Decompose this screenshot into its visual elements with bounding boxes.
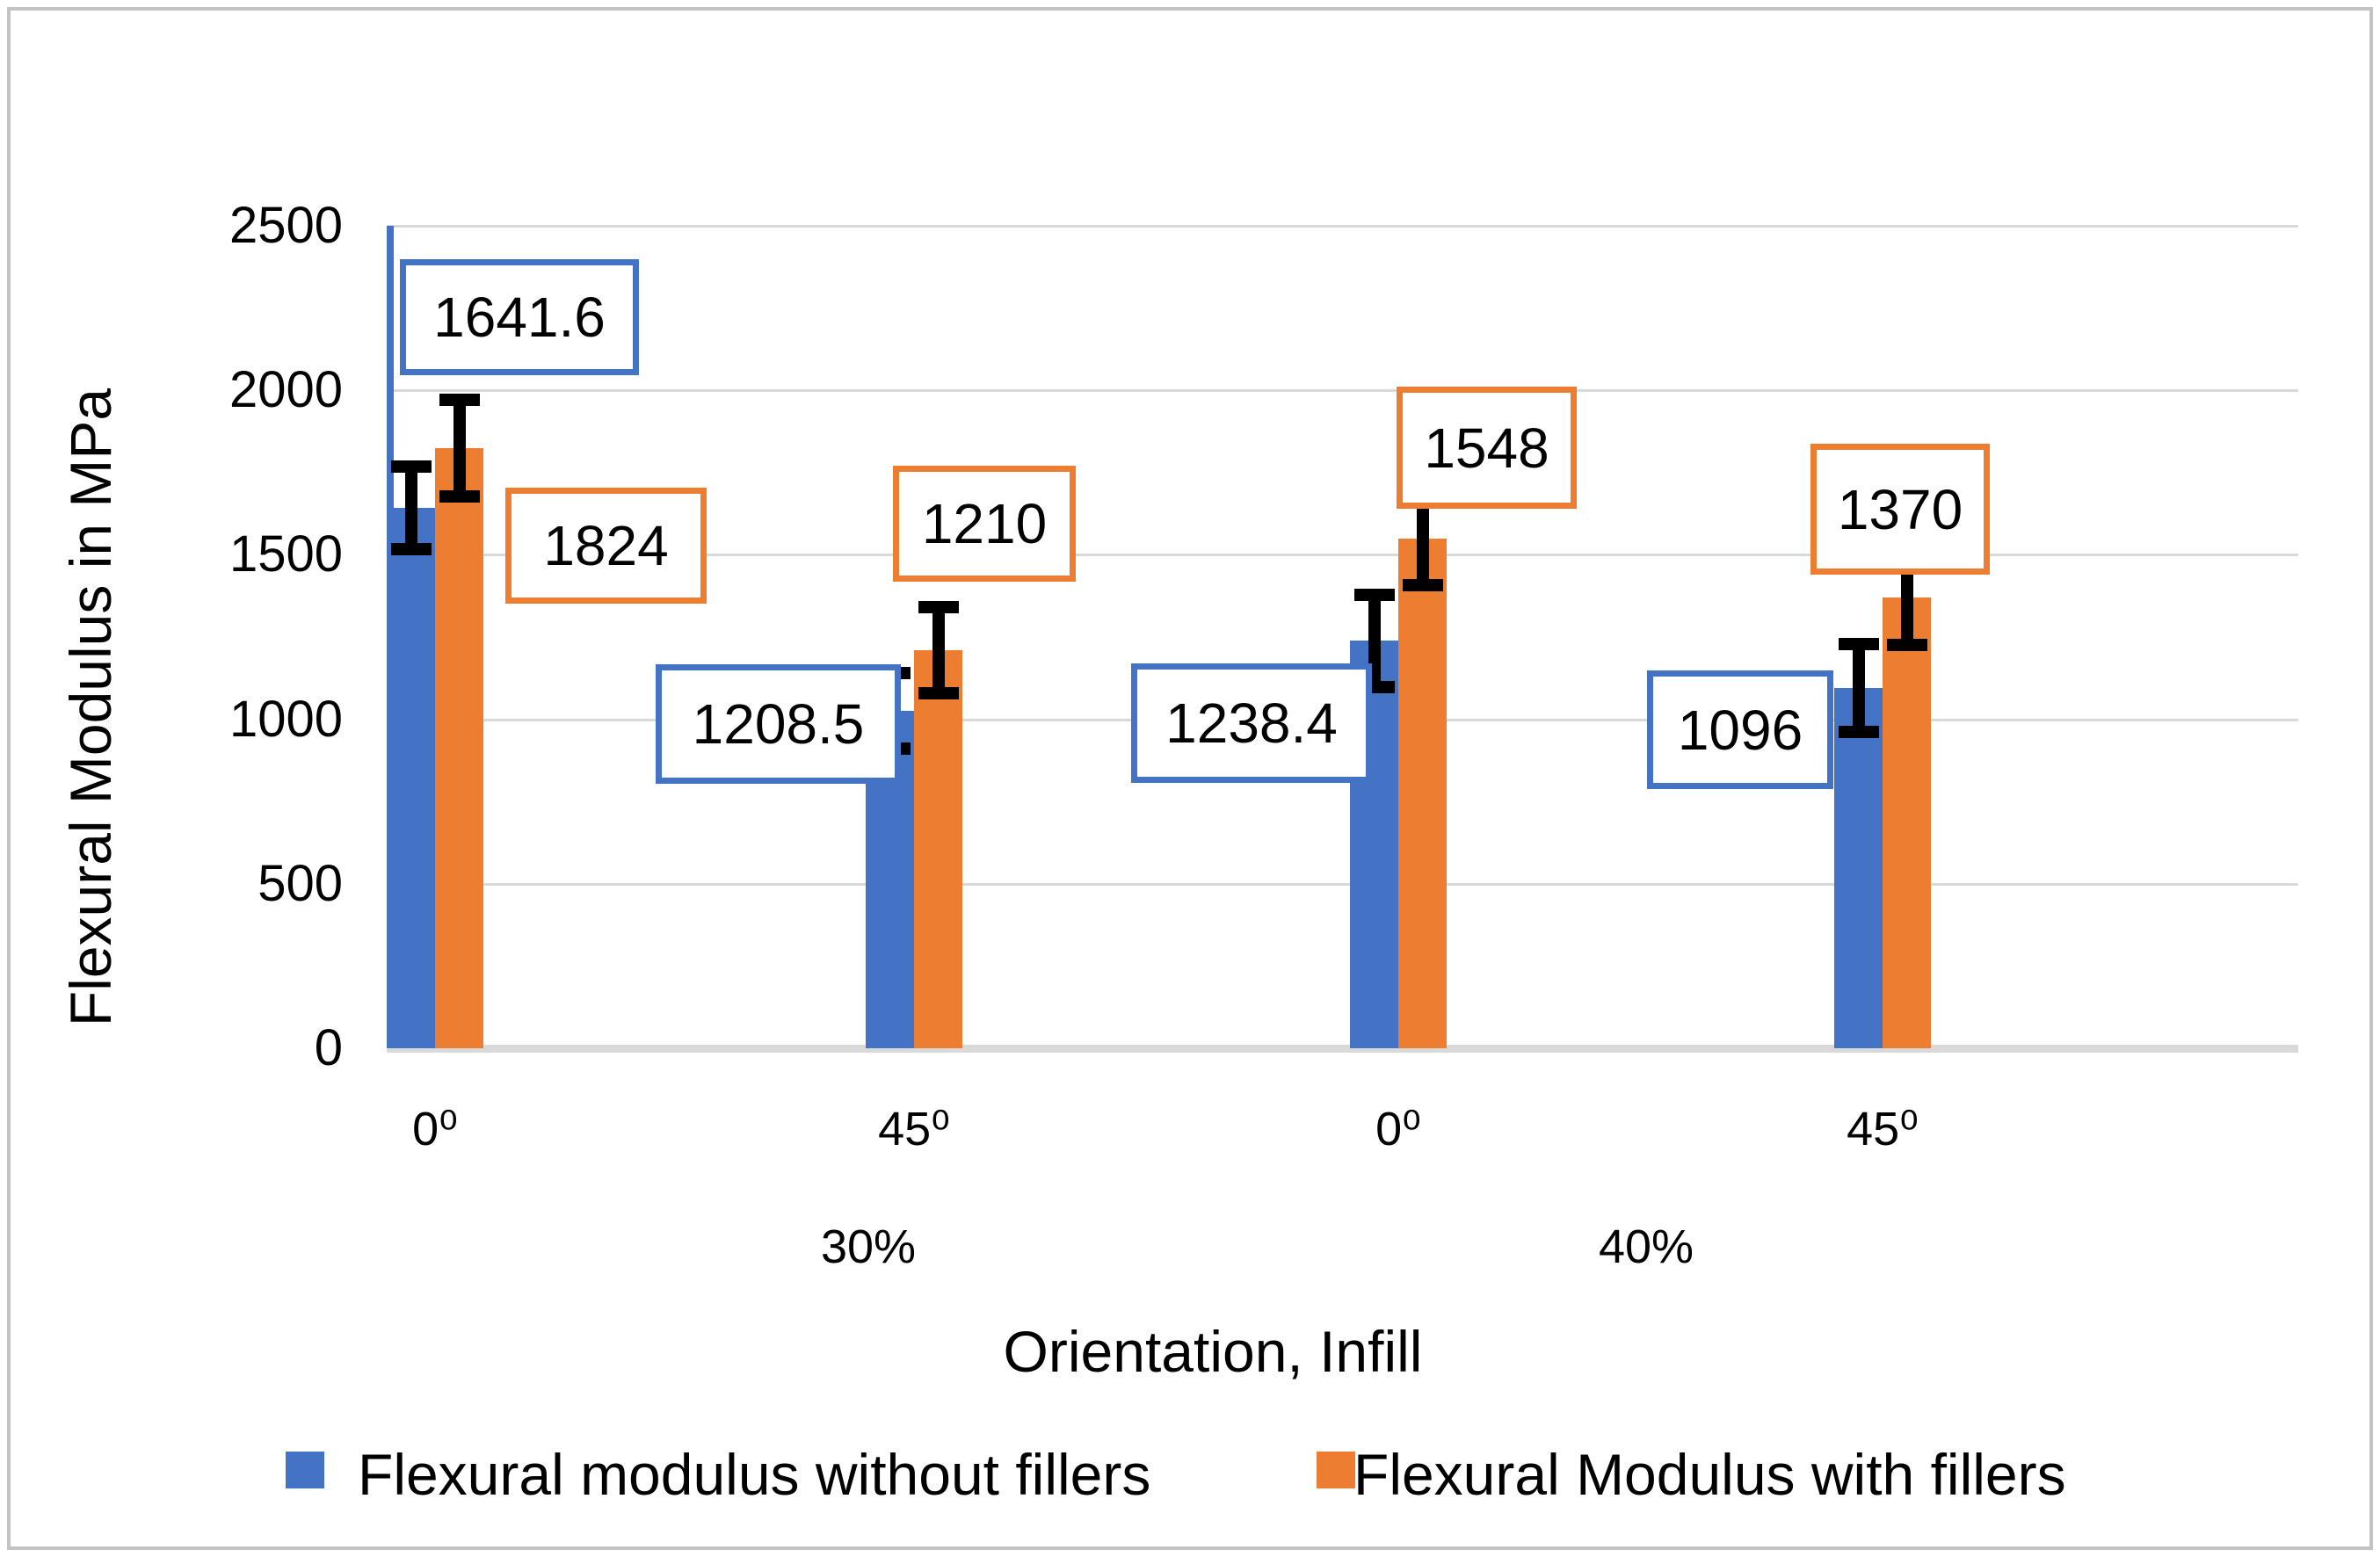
data-label-box-without-fillers-group2: 1208.5 (656, 664, 901, 784)
legend-swatch-without-fillers (286, 1452, 324, 1488)
y-tick-label-2500: 2500 (229, 197, 343, 254)
bar-without-fillers-group1 (387, 508, 435, 1048)
error-bar-with-fillers-group1 (453, 404, 466, 492)
y-tick-label-1000: 1000 (229, 690, 343, 748)
data-label-box-without-fillers-group3: 1238.4 (1131, 663, 1372, 783)
gridline-1500 (387, 554, 2298, 557)
error-bar-cap-bottom (1838, 725, 1879, 738)
data-label-box-without-fillers-group4: 1096 (1647, 670, 1833, 789)
gridline-2500 (387, 225, 2298, 228)
y-tick-label-1500: 1500 (229, 525, 343, 583)
bar-with-fillers-group4 (1883, 597, 1931, 1048)
x-tick-label-group2: 45⁰ (878, 1103, 950, 1155)
error-bar-cap-bottom (1886, 639, 1927, 652)
error-bar-cap-bottom (390, 543, 432, 556)
y-tick-label-500: 500 (258, 854, 343, 912)
gridline-2000 (387, 389, 2298, 393)
error-bar-cap-top (1353, 589, 1395, 602)
bar-with-fillers-group1 (435, 448, 483, 1048)
x-tick-label-group1: 0⁰ (412, 1103, 458, 1155)
y-tick-label-0: 0 (314, 1019, 343, 1076)
bar-without-fillers-group4 (1834, 687, 1883, 1048)
bar-with-fillers-group2 (914, 649, 962, 1048)
error-bar-with-fillers-group3 (1416, 496, 1429, 582)
x-axis-line (387, 1045, 2298, 1053)
data-label-box-with-fillers-group2: 1210 (893, 466, 1076, 582)
error-bar-cap-top (918, 600, 959, 613)
error-bar-cap-top (390, 460, 432, 474)
legend-label-with-fillers: Flexural Modulus with fillers (1353, 1442, 2066, 1507)
error-bar-with-fillers-group4 (1900, 554, 1913, 641)
infill-label-40pct: 40% (1598, 1220, 1694, 1273)
error-bar-without-fillers-group4 (1852, 648, 1865, 728)
x-axis-title: Orientation, Infill (1003, 1319, 1423, 1384)
error-bar-without-fillers-group3 (1368, 599, 1381, 683)
data-label-box-with-fillers-group3: 1548 (1397, 387, 1577, 509)
bar-with-fillers-group3 (1398, 539, 1447, 1048)
error-bar-cap-top (1838, 637, 1879, 650)
error-bar-cap-bottom (918, 687, 959, 700)
infill-label-30pct: 30% (820, 1220, 917, 1273)
error-bar-with-fillers-group2 (932, 611, 945, 690)
figure-border (7, 7, 2373, 1550)
error-bar-cap-bottom (439, 489, 480, 503)
error-bar-cap-top (439, 394, 480, 407)
data-label-box-without-fillers-group1: 1641.6 (400, 259, 639, 375)
gridline-500 (387, 882, 2298, 886)
x-tick-label-group3: 0⁰ (1375, 1103, 1421, 1155)
data-label-box-with-fillers-group4: 1370 (1810, 444, 1990, 575)
y-tick-label-2000: 2000 (229, 361, 343, 419)
error-bar-without-fillers-group1 (404, 471, 417, 546)
legend-label-without-fillers: Flexural modulus without fillers (358, 1442, 1151, 1507)
x-tick-label-group4: 45⁰ (1847, 1103, 1919, 1155)
error-bar-cap-bottom (1402, 579, 1443, 592)
data-label-box-with-fillers-group1: 1824 (505, 488, 707, 604)
legend-swatch-with-fillers (1317, 1452, 1355, 1488)
